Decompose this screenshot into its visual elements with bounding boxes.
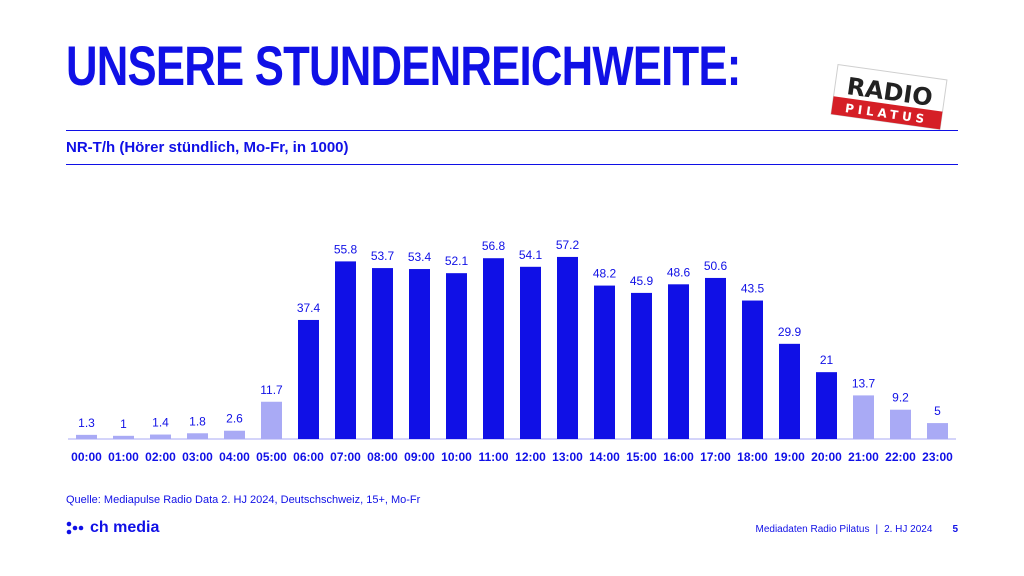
bar-06:00 bbox=[298, 319, 319, 439]
x-tick-label: 04:00 bbox=[219, 450, 250, 464]
data-label: 53.4 bbox=[408, 250, 432, 264]
data-label: 1.4 bbox=[152, 416, 169, 430]
x-tick-label: 07:00 bbox=[330, 450, 361, 464]
footer: Mediadaten Radio Pilatus | 2. HJ 2024 5 bbox=[755, 524, 958, 535]
data-label: 11.7 bbox=[260, 383, 283, 397]
x-tick-label: 01:00 bbox=[108, 450, 139, 464]
x-tick-label: 23:00 bbox=[922, 450, 953, 464]
x-tick-label: 06:00 bbox=[293, 450, 324, 464]
x-tick-label: 10:00 bbox=[441, 450, 472, 464]
x-tick-label: 17:00 bbox=[700, 450, 731, 464]
footer-title: Mediadaten Radio Pilatus bbox=[755, 524, 870, 535]
x-tick-label: 03:00 bbox=[182, 450, 213, 464]
bar-14:00 bbox=[594, 285, 615, 439]
page-number: 5 bbox=[952, 524, 958, 535]
data-label: 48.6 bbox=[667, 265, 691, 279]
data-label: 43.5 bbox=[741, 282, 765, 296]
x-tick-label: 02:00 bbox=[145, 450, 176, 464]
data-label: 5 bbox=[934, 404, 941, 418]
x-tick-label: 05:00 bbox=[256, 450, 287, 464]
bar-17:00 bbox=[705, 277, 726, 439]
bar-09:00 bbox=[409, 269, 430, 439]
bar-08:00 bbox=[372, 268, 393, 439]
x-tick-label: 00:00 bbox=[71, 450, 102, 464]
data-label: 48.2 bbox=[593, 267, 617, 281]
bar-04:00 bbox=[224, 430, 245, 439]
footer-period: 2. HJ 2024 bbox=[884, 524, 933, 535]
bar-22:00 bbox=[890, 409, 911, 439]
x-tick-label: 09:00 bbox=[404, 450, 435, 464]
data-label: 55.8 bbox=[334, 242, 358, 256]
page-title: UNSERE STUNDENREICHWEITE: bbox=[66, 34, 741, 97]
data-label: 1 bbox=[120, 417, 127, 431]
bar-23:00 bbox=[927, 423, 948, 439]
x-tick-label: 08:00 bbox=[367, 450, 398, 464]
data-label: 52.1 bbox=[445, 254, 469, 268]
data-label: 50.6 bbox=[704, 259, 728, 273]
data-label: 54.1 bbox=[519, 248, 543, 262]
data-label: 57.2 bbox=[556, 238, 580, 252]
source-note: Quelle: Mediapulse Radio Data 2. HJ 2024… bbox=[66, 494, 421, 506]
top-divider bbox=[66, 130, 958, 131]
ch-media-brand: ch media bbox=[66, 519, 159, 537]
bar-11:00 bbox=[483, 258, 504, 439]
bar-20:00 bbox=[816, 372, 837, 439]
chart-subtitle: NR-T/h (Hörer stündlich, Mo-Fr, in 1000) bbox=[66, 139, 349, 156]
x-tick-label: 22:00 bbox=[885, 450, 916, 464]
bar-16:00 bbox=[668, 284, 689, 439]
data-label: 37.4 bbox=[297, 301, 321, 315]
x-tick-label: 19:00 bbox=[774, 450, 805, 464]
ch-media-dots-icon bbox=[66, 521, 84, 535]
brand-name: ch media bbox=[90, 519, 160, 536]
x-tick-label: 12:00 bbox=[515, 450, 546, 464]
x-tick-label: 21:00 bbox=[848, 450, 879, 464]
data-label: 1.3 bbox=[78, 416, 95, 430]
bar-00:00 bbox=[76, 434, 97, 439]
x-tick-label: 13:00 bbox=[552, 450, 583, 464]
radio-pilatus-logo: RADIO PILATUS bbox=[830, 64, 948, 130]
bar-21:00 bbox=[853, 395, 874, 439]
x-tick-label: 11:00 bbox=[478, 450, 508, 464]
bar-13:00 bbox=[557, 256, 578, 439]
x-tick-label: 18:00 bbox=[737, 450, 768, 464]
data-label: 56.8 bbox=[482, 239, 506, 253]
data-label: 21 bbox=[820, 353, 834, 367]
x-tick-label: 14:00 bbox=[589, 450, 620, 464]
bar-05:00 bbox=[261, 401, 282, 439]
bar-19:00 bbox=[779, 343, 800, 439]
data-label: 53.7 bbox=[371, 249, 395, 263]
bar-12:00 bbox=[520, 266, 541, 439]
bar-03:00 bbox=[187, 433, 208, 439]
x-tick-label: 15:00 bbox=[626, 450, 657, 464]
subtitle-divider bbox=[66, 164, 958, 165]
x-tick-label: 20:00 bbox=[811, 450, 842, 464]
data-label: 2.6 bbox=[226, 412, 243, 426]
bar-10:00 bbox=[446, 273, 467, 439]
data-label: 45.9 bbox=[630, 274, 654, 288]
data-label: 1.8 bbox=[189, 414, 206, 428]
bar-02:00 bbox=[150, 434, 171, 439]
bar-18:00 bbox=[742, 300, 763, 439]
bar-01:00 bbox=[113, 435, 134, 439]
bar-07:00 bbox=[335, 261, 356, 439]
data-label: 9.2 bbox=[892, 391, 909, 405]
bar-15:00 bbox=[631, 292, 652, 439]
x-tick-label: 16:00 bbox=[663, 450, 694, 464]
data-label: 13.7 bbox=[852, 376, 876, 390]
footer-separator: | bbox=[875, 524, 879, 535]
data-label: 29.9 bbox=[778, 325, 802, 339]
